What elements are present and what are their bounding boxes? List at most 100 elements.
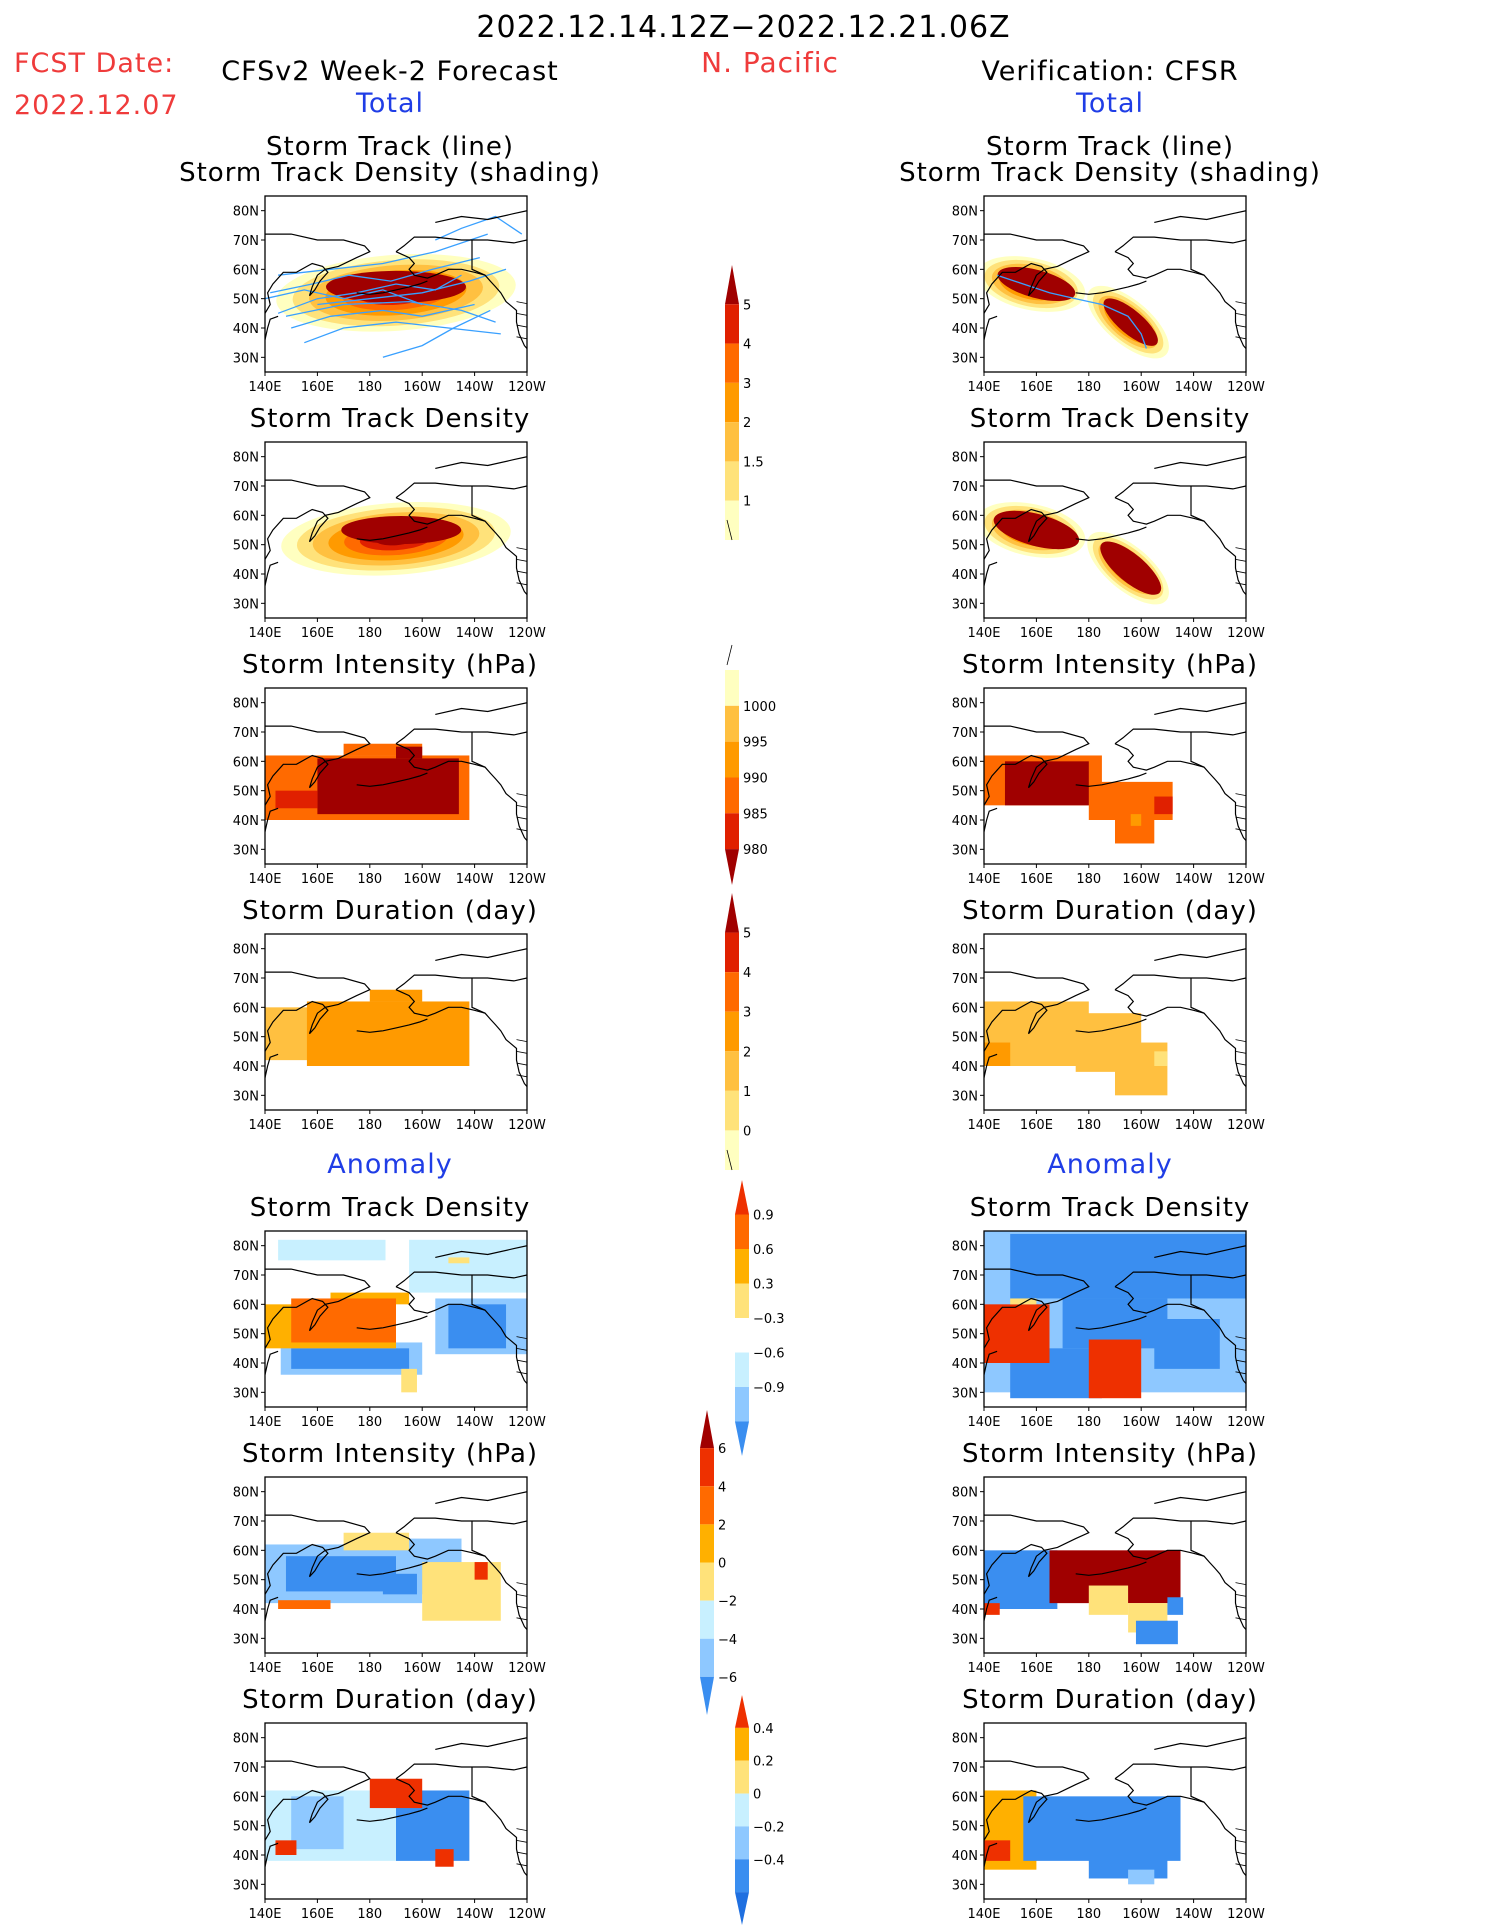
vr-intensity-title: Storm Intensity (hPa) — [961, 650, 1259, 680]
lon-tick-label: 140W — [1175, 1415, 1213, 1430]
lon-tick-label: 140E — [967, 380, 1000, 395]
lat-tick-label: 60N — [952, 1544, 978, 1559]
lon-tick-label: 180 — [357, 872, 382, 887]
lat-tick-label: 30N — [233, 351, 259, 366]
lat-tick-label: 30N — [233, 597, 259, 612]
lat-tick-label: 40N — [952, 1060, 978, 1075]
lon-tick-label: 180 — [1076, 1907, 1101, 1922]
lon-tick-label: 140W — [1175, 380, 1213, 395]
fc-intensity-map: 80N 70N 60N 50N 40N 30N 140E 160E 180 160W 140W 120… — [233, 687, 546, 887]
lon-tick-label: 140E — [967, 872, 1000, 887]
lat-tick-label: 50N — [233, 1328, 259, 1343]
lat-tick-label: 70N — [952, 234, 978, 249]
vr-density-anom-title: Storm Track Density — [969, 1193, 1251, 1223]
vr-track-map: 80N 70N 60N 50N 40N 30N 140E 160E 180 160W 140W 120… — [952, 195, 1265, 395]
lon-tick-label: 160E — [301, 380, 334, 395]
lon-tick-label: 160E — [301, 1118, 334, 1133]
fc-duration-title: Storm Duration (day) — [242, 896, 538, 926]
colorbar-label: 2 — [743, 1045, 751, 1060]
vr-density-anom-map: 80N 70N 60N 50N 40N 30N 140E 160E 180 160W 140W 120… — [952, 1230, 1265, 1430]
lat-tick-label: 40N — [233, 322, 259, 337]
density-colorbar: 5 4 3 2 1.5 1 — [725, 265, 764, 541]
lat-tick-label: 40N — [233, 814, 259, 829]
lat-tick-label: 70N — [952, 1761, 978, 1776]
fc-intensity-anom-map: 80N 70N 60N 50N 40N 30N 140E 160E 180 160W 140W 120… — [233, 1476, 546, 1676]
fc-density-anom-map: 80N 70N 60N 50N 40N 30N 140E 160E 180 160W 140W 120… — [233, 1230, 546, 1430]
lon-tick-label: 160W — [403, 1661, 441, 1676]
lat-tick-label: 80N — [233, 1240, 259, 1255]
colorbar-label: 985 — [743, 807, 768, 822]
colorbar-label: 0.6 — [753, 1243, 774, 1258]
vr-intensity-map: 80N 70N 60N 50N 40N 30N 140E 160E 180 160W 140W 120… — [952, 687, 1265, 887]
fc-duration-anom-map: 80N 70N 60N 50N 40N 30N 140E 160E 180 160W 140W 120… — [233, 1722, 546, 1922]
lon-tick-label: 140W — [1175, 1907, 1213, 1922]
lon-tick-label: 160E — [1020, 626, 1053, 641]
vr-intensity-anom-map: 80N 70N 60N 50N 40N 30N 140E 160E 180 160W 140W 120… — [952, 1476, 1265, 1676]
lon-tick-label: 120W — [508, 380, 546, 395]
lat-tick-label: 50N — [952, 1820, 978, 1835]
lon-tick-label: 140E — [248, 380, 281, 395]
forecast-column-title: CFSv2 Week-2 Forecast — [221, 56, 559, 87]
lon-tick-label: 140E — [248, 1661, 281, 1676]
lat-tick-label: 30N — [233, 1878, 259, 1893]
lon-tick-label: 120W — [508, 1907, 546, 1922]
lat-tick-label: 70N — [233, 1515, 259, 1530]
lon-tick-label: 160E — [301, 872, 334, 887]
lat-tick-label: 30N — [952, 1386, 978, 1401]
lat-tick-label: 30N — [233, 1089, 259, 1104]
lat-tick-label: 60N — [952, 509, 978, 524]
lat-tick-label: 50N — [233, 293, 259, 308]
colorbar-label: −4 — [718, 1633, 737, 1648]
lat-tick-label: 80N — [233, 1732, 259, 1747]
colorbar-label: 3 — [743, 1006, 751, 1021]
fc-duration-anom-title: Storm Duration (day) — [242, 1685, 538, 1715]
lon-tick-label: 180 — [1076, 1415, 1101, 1430]
lon-tick-label: 160W — [1122, 380, 1160, 395]
colorbar-label: 2 — [743, 416, 751, 431]
lon-tick-label: 120W — [508, 1118, 546, 1133]
lat-tick-label: 80N — [952, 1486, 978, 1501]
vr-density-map: 80N 70N 60N 50N 40N 30N 140E 160E 180 160W 140W 120… — [952, 441, 1265, 641]
lat-tick-label: 50N — [952, 1574, 978, 1589]
lat-tick-label: 40N — [952, 322, 978, 337]
lat-tick-label: 80N — [952, 1240, 978, 1255]
lon-tick-label: 120W — [1227, 1415, 1265, 1430]
verification-total-label: Total — [1075, 88, 1145, 119]
lat-tick-label: 80N — [233, 697, 259, 712]
lon-tick-label: 140W — [1175, 872, 1213, 887]
fc-intensity-title: Storm Intensity (hPa) — [241, 650, 539, 680]
lat-tick-label: 70N — [233, 1761, 259, 1776]
vr-duration-map: 80N 70N 60N 50N 40N 30N 140E 160E 180 160W 140W 120… — [952, 933, 1265, 1133]
colorbar-label: 1000 — [743, 700, 776, 715]
lat-tick-label: 50N — [952, 539, 978, 554]
vr-duration-anom-map: 80N 70N 60N 50N 40N 30N 140E 160E 180 160W 140W 120… — [952, 1722, 1265, 1922]
duration-colorbar: 5 4 3 2 1 0 — [725, 893, 751, 1171]
vr-track-title-line: Storm Track (line) — [986, 132, 1234, 162]
intensity-anom-colorbar: 6 4 2 0 −2 −4 −6 — [700, 1410, 737, 1715]
verification-anomaly-label: Anomaly — [1047, 1149, 1173, 1180]
lat-tick-label: 60N — [233, 509, 259, 524]
lat-tick-label: 70N — [233, 972, 259, 987]
lat-tick-label: 40N — [952, 568, 978, 583]
lat-tick-label: 80N — [233, 1486, 259, 1501]
lon-tick-label: 160E — [301, 1907, 334, 1922]
lat-tick-label: 30N — [233, 1386, 259, 1401]
lon-tick-label: 140E — [248, 1907, 281, 1922]
lat-tick-label: 50N — [952, 293, 978, 308]
lon-tick-label: 120W — [508, 626, 546, 641]
vr-duration-anom-title: Storm Duration (day) — [962, 1685, 1258, 1715]
lat-tick-label: 40N — [233, 1060, 259, 1075]
lon-tick-label: 180 — [1076, 1118, 1101, 1133]
forecast-period-title: 2022.12.14.12Z−2022.12.21.06Z — [476, 10, 1011, 45]
lat-tick-label: 30N — [233, 843, 259, 858]
fc-intensity-anom-title: Storm Intensity (hPa) — [241, 1439, 539, 1469]
colorbar-label: 1 — [743, 1085, 751, 1100]
lat-tick-label: 70N — [952, 1515, 978, 1530]
lon-tick-label: 120W — [508, 872, 546, 887]
vr-duration-title: Storm Duration (day) — [962, 896, 1258, 926]
lon-tick-label: 140W — [456, 1907, 494, 1922]
density-anom-colorbar: 0.9 0.6 0.3 −0.3 −0.6 −0.9 — [735, 1180, 785, 1456]
lon-tick-label: 160E — [301, 626, 334, 641]
lon-tick-label: 120W — [1227, 626, 1265, 641]
